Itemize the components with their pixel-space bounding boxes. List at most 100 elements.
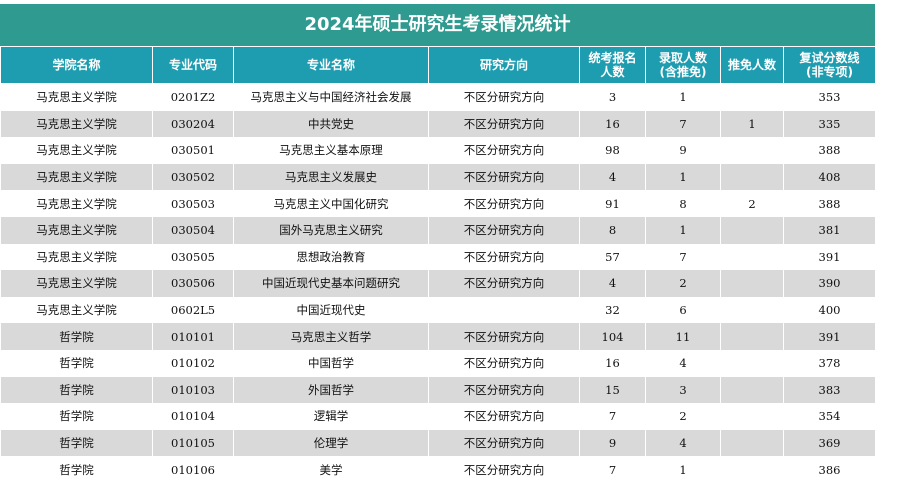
sheet-title: 2024年硕士研究生考录情况统计 — [0, 4, 875, 46]
col-header-retest-score: 复试分数线 (非专项) — [783, 46, 876, 84]
table-row: 马克思主义学院 0602L5 中国近现代史 32 6 400 — [0, 296, 876, 324]
cell-major-name: 美学 — [233, 456, 429, 483]
col-header-applicants-line1: 统考报名 — [588, 51, 637, 65]
cell-retest-score: 390 — [783, 270, 876, 297]
cell-admitted: 4 — [645, 349, 721, 377]
col-header-major-code: 专业代码 — [152, 46, 234, 84]
table-row: 哲学院 010104 逻辑学 不区分研究方向 7 2 354 — [0, 403, 876, 430]
cell-admitted: 8 — [645, 190, 721, 217]
cell-applicants: 98 — [579, 137, 646, 164]
table-row: 马克思主义学院 030204 中共党史 不区分研究方向 16 7 1 335 — [0, 110, 876, 138]
col-header-direction: 研究方向 — [428, 46, 580, 84]
cell-college: 马克思主义学院 — [0, 163, 153, 191]
cell-college: 哲学院 — [0, 323, 153, 350]
cell-college: 哲学院 — [0, 429, 153, 457]
cell-admitted: 7 — [645, 110, 721, 138]
cell-admitted: 6 — [645, 296, 721, 324]
cell-admitted: 1 — [645, 83, 721, 111]
cell-exempt: 2 — [720, 190, 784, 217]
cell-exempt — [720, 456, 784, 483]
col-header-exempt: 推免人数 — [720, 46, 784, 84]
cell-applicants: 7 — [579, 403, 646, 430]
table-row: 马克思主义学院 030504 国外马克思主义研究 不区分研究方向 8 1 381 — [0, 216, 876, 244]
cell-retest-score: 386 — [783, 456, 876, 483]
table-row: 哲学院 010106 美学 不区分研究方向 7 1 386 — [0, 456, 876, 483]
cell-applicants: 4 — [579, 270, 646, 297]
cell-college: 马克思主义学院 — [0, 296, 153, 324]
cell-applicants: 32 — [579, 296, 646, 324]
table-row: 哲学院 010102 中国哲学 不区分研究方向 16 4 378 — [0, 349, 876, 377]
cell-applicants: 57 — [579, 243, 646, 271]
cell-major-name: 思想政治教育 — [233, 243, 429, 271]
cell-applicants: 3 — [579, 83, 646, 111]
cell-retest-score: 381 — [783, 216, 876, 244]
cell-retest-score: 378 — [783, 349, 876, 377]
cell-major-name: 国外马克思主义研究 — [233, 216, 429, 244]
cell-retest-score: 408 — [783, 163, 876, 191]
cell-college: 哲学院 — [0, 456, 153, 483]
cell-major-name: 马克思主义发展史 — [233, 163, 429, 191]
cell-exempt — [720, 323, 784, 350]
cell-applicants: 104 — [579, 323, 646, 350]
table-row: 哲学院 010103 外国哲学 不区分研究方向 15 3 383 — [0, 376, 876, 404]
cell-direction: 不区分研究方向 — [428, 429, 580, 457]
cell-exempt — [720, 137, 784, 164]
cell-direction: 不区分研究方向 — [428, 190, 580, 217]
cell-major-name: 伦理学 — [233, 429, 429, 457]
cell-retest-score: 388 — [783, 190, 876, 217]
cell-college: 马克思主义学院 — [0, 243, 153, 271]
table-body: 马克思主义学院 0201Z2 马克思主义与中国经济社会发展 不区分研究方向 3 1 353 马… — [0, 83, 876, 483]
col-header-admitted-line2: (含推免) — [659, 65, 707, 79]
cell-direction: 不区分研究方向 — [428, 83, 580, 111]
cell-exempt — [720, 349, 784, 377]
cell-major-code: 030505 — [152, 243, 234, 271]
cell-applicants: 15 — [579, 376, 646, 404]
cell-applicants: 16 — [579, 349, 646, 377]
cell-retest-score: 400 — [783, 296, 876, 324]
cell-exempt — [720, 296, 784, 324]
cell-major-code: 030501 — [152, 137, 234, 164]
cell-major-name: 马克思主义中国化研究 — [233, 190, 429, 217]
cell-retest-score: 388 — [783, 137, 876, 164]
cell-direction: 不区分研究方向 — [428, 243, 580, 271]
table-row: 马克思主义学院 030502 马克思主义发展史 不区分研究方向 4 1 408 — [0, 163, 876, 191]
stats-sheet: 2024年硕士研究生考录情况统计 学院名称 专业代码 专业名称 研究方向 统考报… — [0, 4, 876, 483]
cell-direction: 不区分研究方向 — [428, 456, 580, 483]
cell-exempt — [720, 83, 784, 111]
cell-retest-score: 353 — [783, 83, 876, 111]
cell-major-code: 030502 — [152, 163, 234, 191]
cell-major-name: 中国近现代史基本问题研究 — [233, 270, 429, 297]
cell-major-code: 010103 — [152, 376, 234, 404]
table-row: 马克思主义学院 030505 思想政治教育 不区分研究方向 57 7 391 — [0, 243, 876, 271]
cell-major-code: 030506 — [152, 270, 234, 297]
cell-admitted: 7 — [645, 243, 721, 271]
col-header-applicants: 统考报名 人数 — [579, 46, 646, 84]
cell-college: 哲学院 — [0, 349, 153, 377]
cell-applicants: 4 — [579, 163, 646, 191]
cell-exempt — [720, 270, 784, 297]
cell-major-name: 中国哲学 — [233, 349, 429, 377]
cell-major-code: 010106 — [152, 456, 234, 483]
cell-admitted: 4 — [645, 429, 721, 457]
col-header-retest-line1: 复试分数线 — [799, 51, 860, 65]
cell-retest-score: 369 — [783, 429, 876, 457]
table-row: 马克思主义学院 030506 中国近现代史基本问题研究 不区分研究方向 4 2 390 — [0, 270, 876, 297]
cell-direction: 不区分研究方向 — [428, 270, 580, 297]
cell-retest-score: 383 — [783, 376, 876, 404]
col-header-retest-line2: (非专项) — [806, 65, 853, 79]
cell-major-code: 010101 — [152, 323, 234, 350]
header-row: 学院名称 专业代码 专业名称 研究方向 统考报名 人数 录取人数 (含推免) 推… — [0, 46, 876, 84]
cell-major-name: 中国近现代史 — [233, 296, 429, 324]
cell-exempt — [720, 163, 784, 191]
cell-major-code: 0201Z2 — [152, 83, 234, 111]
cell-direction: 不区分研究方向 — [428, 323, 580, 350]
cell-exempt — [720, 216, 784, 244]
col-header-admitted: 录取人数 (含推免) — [645, 46, 721, 84]
cell-exempt — [720, 403, 784, 430]
cell-applicants: 16 — [579, 110, 646, 138]
cell-exempt — [720, 376, 784, 404]
cell-admitted: 2 — [645, 270, 721, 297]
table-row: 马克思主义学院 030503 马克思主义中国化研究 不区分研究方向 91 8 2 388 — [0, 190, 876, 217]
cell-direction: 不区分研究方向 — [428, 163, 580, 191]
cell-college: 马克思主义学院 — [0, 110, 153, 138]
